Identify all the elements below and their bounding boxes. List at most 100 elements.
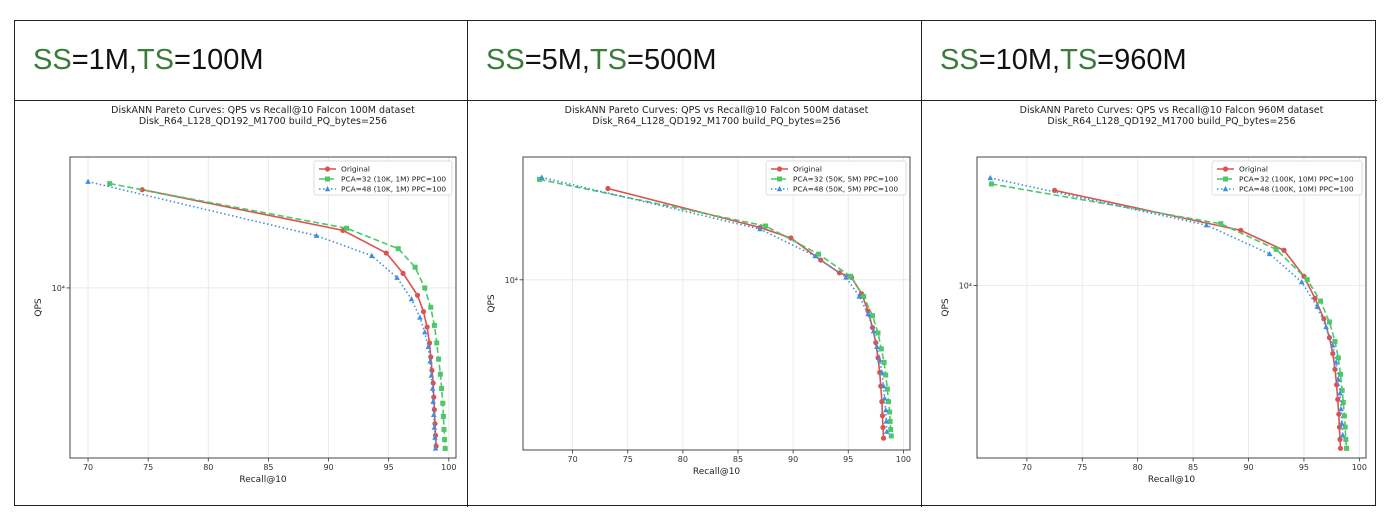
data-point	[1332, 338, 1338, 344]
data-point	[107, 181, 113, 187]
legend-box	[1211, 160, 1363, 196]
data-point	[383, 250, 389, 256]
x-tick-label: 95	[384, 463, 394, 472]
data-point	[880, 383, 887, 389]
legend-entry: Original	[793, 165, 822, 174]
y-axis-label: QPS	[487, 294, 497, 313]
series-line	[990, 177, 1344, 436]
x-tick-label: 80	[1133, 463, 1143, 472]
data-point	[1332, 366, 1338, 372]
data-point	[1266, 250, 1273, 257]
data-point	[788, 235, 794, 241]
data-point	[439, 386, 445, 392]
data-point	[757, 226, 763, 232]
chart-subtitle: Disk_R64_L128_QD192_M1700 build_PQ_bytes…	[592, 116, 840, 127]
data-point	[395, 246, 401, 252]
series-3	[85, 178, 439, 451]
legend-entry: PCA=32 (50K, 5M) PPC=100	[793, 175, 898, 184]
x-tick-label: 70	[1022, 463, 1032, 472]
data-point	[85, 178, 91, 184]
legend-marker	[776, 186, 783, 192]
data-point	[880, 424, 886, 431]
data-point	[883, 372, 889, 378]
data-point	[861, 293, 867, 299]
series-1	[1051, 187, 1344, 451]
series-line	[141, 188, 437, 447]
header-cell-3: SS =10M, TS =960M	[922, 21, 1377, 101]
series-2	[107, 181, 448, 451]
data-point	[1336, 411, 1342, 417]
y-tick-label: 10⁴	[52, 284, 65, 293]
data-point	[437, 371, 443, 377]
x-tick-label: 75	[623, 455, 633, 464]
data-point	[1321, 316, 1327, 322]
ts-label: TS	[1060, 44, 1098, 76]
legend-marker	[777, 176, 782, 182]
data-point	[1337, 436, 1343, 442]
data-point	[1312, 295, 1318, 301]
chart-subtitle: Disk_R64_L128_QD192_M1700 build_PQ_bytes…	[1047, 116, 1295, 127]
data-point	[1281, 247, 1287, 253]
legend-marker	[325, 176, 330, 182]
data-point	[1343, 436, 1349, 442]
data-point	[1323, 323, 1329, 330]
x-tick-label: 70	[568, 455, 578, 464]
data-point	[400, 270, 406, 276]
x-axis-label: Recall@10	[1148, 475, 1196, 485]
data-point	[1337, 390, 1343, 396]
data-point	[1337, 445, 1344, 451]
data-point	[412, 264, 418, 270]
chart-title: DiskANN Pareto Curves: QPS vs Recall@10 …	[565, 105, 869, 116]
data-point	[888, 433, 894, 439]
data-point	[441, 426, 447, 432]
chart-cell-2: DiskANN Pareto Curves: QPS vs Recall@10 …	[468, 101, 922, 507]
header-cell-1: SS =1M, TS =100M	[15, 21, 468, 101]
x-tick-label: 85	[263, 463, 273, 472]
ss-label: SS	[33, 44, 72, 76]
data-point	[1203, 222, 1210, 228]
data-point	[429, 385, 436, 391]
data-point	[865, 311, 871, 317]
data-point	[880, 435, 887, 441]
ss-value: =10M,	[978, 44, 1061, 76]
series-1	[605, 185, 887, 441]
data-point	[432, 445, 439, 451]
x-tick-label: 85	[733, 455, 743, 464]
plot-frame	[522, 156, 911, 451]
x-tick-label: 100	[896, 455, 911, 464]
y-axis-label: QPS	[941, 298, 951, 317]
pareto-chart-960m: DiskANN Pareto Curves: QPS vs Recall@10 …	[941, 105, 1367, 485]
data-point	[1326, 319, 1332, 325]
data-point	[888, 427, 894, 433]
data-point	[1338, 406, 1344, 412]
ts-value: =100M	[174, 44, 264, 76]
data-point	[1334, 382, 1340, 388]
x-tick-label: 75	[1077, 463, 1087, 472]
data-point	[1335, 355, 1341, 361]
data-point	[879, 369, 885, 375]
data-point	[879, 413, 886, 419]
data-point	[856, 293, 863, 299]
ss-value: =5M,	[524, 44, 590, 76]
series-line	[539, 178, 893, 437]
data-point	[1314, 303, 1321, 309]
legend-marker	[776, 166, 783, 172]
data-point	[434, 340, 440, 346]
data-point	[1338, 371, 1344, 377]
data-point	[884, 428, 890, 434]
ts-label: TS	[136, 44, 175, 76]
ss-value: =1M,	[71, 44, 137, 76]
data-point	[426, 340, 433, 346]
data-point	[881, 395, 888, 401]
data-point	[313, 232, 320, 238]
data-point	[988, 181, 994, 187]
x-tick-label: 95	[1299, 463, 1309, 472]
legend-entry: PCA=32 (10K, 1M) PPC=100	[341, 175, 446, 184]
data-point	[873, 340, 879, 346]
data-point	[417, 314, 423, 320]
data-point	[442, 445, 448, 451]
data-point	[1342, 424, 1348, 430]
data-point	[1298, 279, 1305, 285]
